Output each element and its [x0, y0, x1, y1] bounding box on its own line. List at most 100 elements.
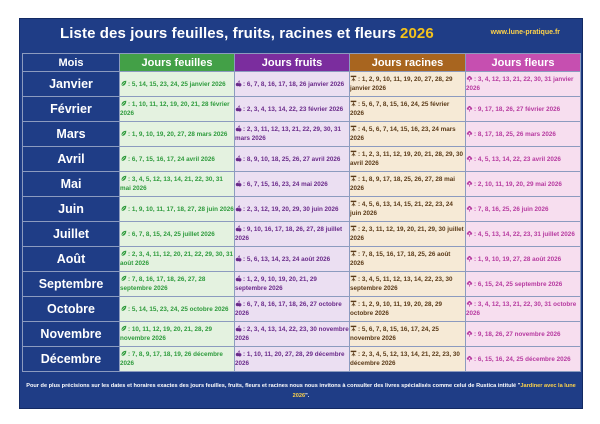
root-icon [350, 200, 359, 208]
fruit-icon [235, 300, 244, 308]
leaf-days-cell: : 6, 7, 8, 15, 24, 25 juillet 2026 [119, 221, 235, 247]
root-days-text: : 1, 2, 9, 10, 11, 19, 20, 27, 28, 29 ja… [350, 76, 453, 92]
root-days-cell: : 1, 2, 9, 10, 11, 19, 20, 28, 29 octobr… [349, 296, 466, 322]
fruit-days-cell: : 2, 3, 4, 13, 14, 22, 23 février 2026 [234, 96, 350, 122]
flower-days-cell: : 6, 15, 24, 25 septembre 2026 [465, 271, 581, 297]
leaf-days-text: : 5, 14, 15, 23, 24, 25 octobre 2026 [128, 305, 229, 313]
flower-icon [466, 230, 475, 238]
flower-days-text: : 6, 15, 24, 25 septembre 2026 [474, 280, 563, 288]
leaf-days-text: : 6, 7, 8, 15, 24, 25 juillet 2026 [128, 230, 215, 238]
root-days-cell: : 5, 6, 7, 8, 15, 16, 24, 25 février 202… [349, 96, 466, 122]
flower-days-cell: : 8, 17, 18, 25, 26 mars 2026 [465, 121, 581, 147]
flower-days-text: : 8, 17, 18, 25, 26 mars 2026 [474, 130, 556, 138]
flower-icon [466, 280, 475, 288]
leaf-days-text: : 3, 4, 5, 12, 13, 14, 21, 22, 30, 31 ma… [120, 176, 223, 192]
root-days-text: : 3, 4, 5, 11, 12, 13, 14, 22, 23, 30 se… [350, 276, 453, 292]
leaf-days-cell: : 10, 11, 12, 19, 20, 21, 28, 29 novembr… [119, 321, 235, 347]
root-icon [350, 75, 359, 83]
flower-days-cell: : 2, 10, 11, 19, 20, 29 mai 2026 [465, 171, 581, 197]
fruit-days-text: : 2, 3, 11, 12, 13, 21, 22, 29, 30, 31 m… [235, 126, 342, 142]
root-days-cell: : 3, 4, 5, 11, 12, 13, 14, 22, 23, 30 se… [349, 271, 466, 297]
flower-days-cell: : 6, 15, 16, 24, 25 décembre 2026 [465, 346, 581, 372]
flower-icon [466, 330, 475, 338]
root-days-text: : 5, 6, 7, 8, 15, 16, 17, 24, 25 novembr… [350, 326, 439, 342]
leaf-icon [121, 325, 129, 333]
leaf-days-cell: : 7, 8, 9, 17, 18, 19, 26 décembre 2026 [119, 346, 235, 372]
leaf-icon [121, 80, 129, 88]
leaf-icon [121, 100, 129, 108]
fruit-icon [235, 179, 244, 188]
table-row: Juillet: 6, 7, 8, 15, 24, 25 juillet 202… [22, 221, 581, 247]
root-days-cell: : 1, 8, 9, 17, 18, 25, 26, 27, 28 mai 20… [349, 171, 466, 197]
leaf-days-cell: : 7, 8, 16, 17, 18, 26, 27, 28 septembre… [119, 271, 235, 297]
leaf-days-text: : 5, 14, 15, 23, 24, 25 janvier 2026 [128, 80, 226, 88]
leaf-icon [121, 250, 129, 258]
fruit-icon [235, 125, 244, 133]
leaf-days-text: : 7, 8, 9, 17, 18, 19, 26 décembre 2026 [120, 351, 223, 367]
flower-icon [466, 255, 475, 263]
root-icon [350, 150, 359, 158]
table-row: Janvier : 5, 14, 15, 23, 24, 25 janvier 2… [22, 71, 581, 97]
month-name: Avril [22, 146, 120, 172]
moon-calendar-table: Mois Jours feuilles Jours fruits Jours r… [22, 53, 581, 372]
flower-icon [466, 355, 475, 363]
table-row: Mai: 3, 4, 5, 12, 13, 14, 21, 22, 30, 31… [22, 171, 581, 197]
fruit-days-cell: : 5, 6, 13, 14, 23, 24 août 2026 [234, 246, 350, 272]
fruit-days-cell: : 6, 7, 15, 16, 23, 24 mai 2026 [234, 171, 350, 197]
table-row: Avril: 6, 7, 15, 16, 17, 24 avril 2026: … [22, 146, 581, 172]
flower-icon [466, 155, 475, 163]
month-name: Janvier [22, 71, 120, 97]
root-days-text: : 7, 8, 15, 16, 17, 18, 25, 26 août 2026 [350, 251, 451, 267]
fruit-days-cell: : 2, 3, 12, 19, 20, 29, 30 juin 2026 [234, 196, 350, 222]
leaf-days-cell: : 5, 14, 15, 23, 24, 25 octobre 2026 [119, 296, 235, 322]
root-days-cell: : 2, 3, 11, 12, 19, 20, 21, 29, 30 juill… [349, 221, 466, 247]
root-icon [350, 300, 359, 308]
month-name: Août [22, 246, 120, 272]
leaf-days-text: : 1, 10, 11, 12, 19, 20, 21, 28 février … [120, 101, 230, 117]
flower-days-cell: : 9, 18, 26, 27 novembre 2026 [465, 321, 581, 347]
leaf-days-text: : 7, 8, 16, 17, 18, 26, 27, 28 septembre… [120, 276, 206, 292]
month-name: Décembre [22, 346, 120, 372]
fruit-icon [235, 225, 244, 233]
title-year: 2026 [400, 24, 434, 42]
col-header-root: Jours racines [349, 53, 466, 72]
root-icon [350, 250, 359, 258]
table-row: Juin: 1, 9, 10, 11, 17, 18, 27, 28 juin … [22, 196, 581, 222]
leaf-days-text: : 1, 9, 10, 11, 17, 18, 27, 28 juin 2026 [128, 205, 234, 213]
leaf-days-cell: : 1, 9, 10, 19, 20, 27, 28 mars 2026 [119, 121, 235, 147]
flower-days-text: : 3, 4, 12, 13, 21, 22, 30, 31 octobre 2… [466, 301, 577, 317]
fruit-days-cell: : 1, 10, 11, 20, 27, 28, 29 décembre 202… [234, 346, 350, 372]
root-icon [350, 325, 359, 333]
flower-icon [466, 205, 475, 213]
flower-icon [466, 105, 475, 113]
root-days-text: : 4, 5, 6, 7, 14, 15, 16, 23, 24 mars 20… [350, 126, 456, 142]
leaf-days-text: : 2, 3, 4, 11, 12, 20, 21, 22, 29, 30, 3… [120, 251, 234, 267]
fruit-days-text: : 9, 10, 16, 17, 18, 26, 27, 28 juillet … [235, 226, 343, 242]
fruit-days-text: : 6, 7, 8, 16, 17, 18, 26 janvier 2026 [243, 80, 345, 88]
month-name: Février [22, 96, 120, 122]
root-icon [350, 175, 359, 183]
fruit-icon [235, 104, 244, 113]
fruit-days-text: : 5, 6, 13, 14, 23, 24 août 2026 [243, 255, 331, 263]
month-name: Mars [22, 121, 120, 147]
fruit-days-text: : 2, 3, 12, 19, 20, 29, 30 juin 2026 [243, 205, 339, 213]
fruit-icon [235, 254, 244, 263]
fruit-icon [235, 204, 244, 213]
leaf-icon [121, 275, 129, 283]
table-row: Février: 1, 10, 11, 12, 19, 20, 21, 28 f… [22, 96, 581, 122]
flower-days-text: : 1, 9, 10, 19, 27, 28 août 2026 [474, 255, 562, 263]
flower-days-cell: : 9, 17, 18, 26, 27 février 2026 [465, 96, 581, 122]
flower-days-cell: : 7, 8, 16, 25, 26 juin 2026 [465, 196, 581, 222]
root-days-text: : 4, 5, 6, 13, 14, 15, 21, 22, 23, 24 ju… [350, 201, 453, 217]
calendar-frame: Liste des jours feuilles, fruits, racine… [19, 18, 583, 409]
fruit-days-text: : 8, 9, 10, 18, 25, 26, 27 avril 2026 [243, 155, 341, 163]
root-days-text: : 1, 8, 9, 17, 18, 25, 26, 27, 28 mai 20… [350, 176, 455, 192]
root-days-cell: : 4, 5, 6, 7, 14, 15, 16, 23, 24 mars 20… [349, 121, 466, 147]
flower-days-text: : 9, 17, 18, 26, 27 février 2026 [474, 105, 561, 113]
table-row: Décembre: 7, 8, 9, 17, 18, 19, 26 décemb… [22, 346, 581, 372]
month-name: Mai [22, 171, 120, 197]
table-row: Septembre: 7, 8, 16, 17, 18, 26, 27, 28 … [22, 271, 581, 297]
fruit-days-text: : 6, 7, 8, 16, 17, 18, 26, 27 octobre 20… [235, 301, 342, 317]
leaf-icon [121, 230, 129, 238]
site-url[interactable]: www.lune-pratique.fr [490, 29, 560, 36]
